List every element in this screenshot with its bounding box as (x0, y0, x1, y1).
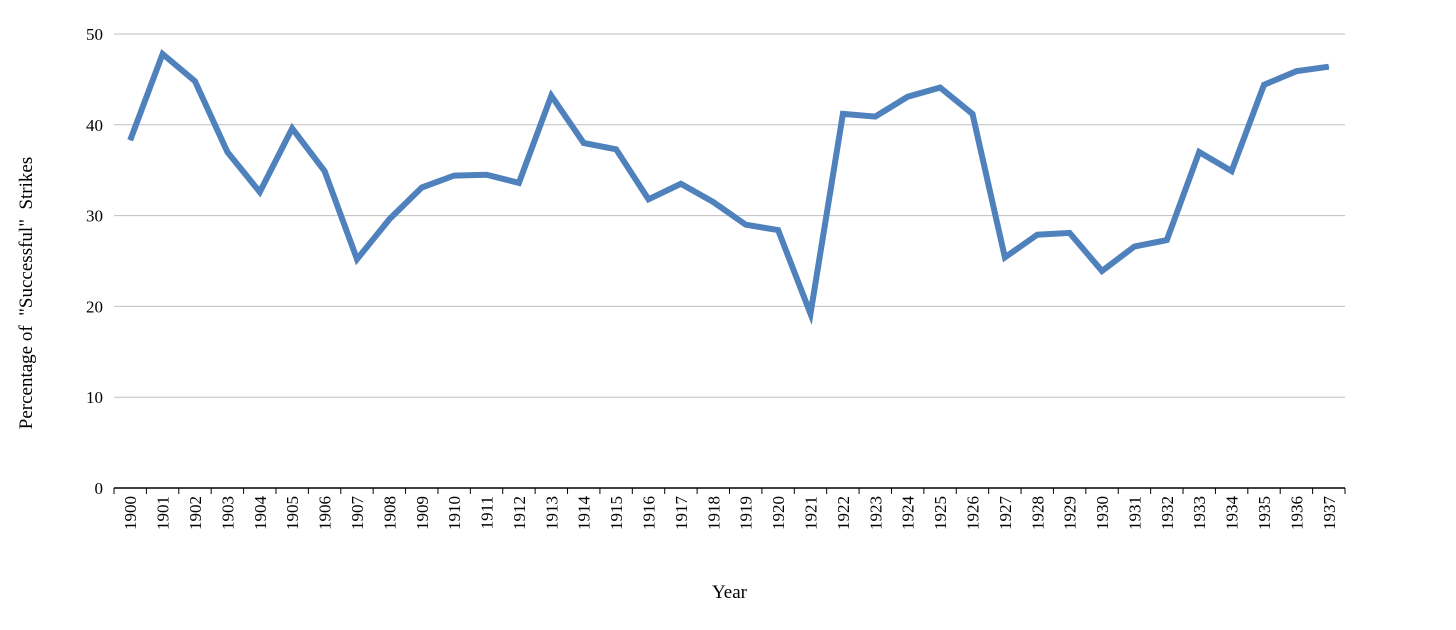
x-tick-label: 1934 (1223, 496, 1242, 531)
x-tick-label: 1920 (769, 496, 788, 530)
data-point (486, 174, 488, 176)
x-tick-label: 1906 (316, 496, 335, 530)
x-tick-label: 1918 (704, 496, 723, 530)
x-tick-label: 1922 (834, 496, 853, 530)
y-tick-label: 0 (95, 479, 104, 498)
data-point (971, 113, 973, 115)
x-tick-label: 1924 (899, 496, 918, 531)
data-point (1295, 70, 1297, 72)
x-tick-label: 1904 (251, 496, 270, 531)
x-tick-label: 1935 (1255, 496, 1274, 530)
x-tick-label: 1912 (510, 496, 529, 530)
y-tick-label: 50 (86, 25, 103, 44)
data-point (648, 198, 650, 200)
x-tick-label: 1928 (1028, 496, 1047, 530)
data-point (1328, 66, 1330, 68)
data-point (194, 80, 196, 82)
x-tick-label: 1937 (1320, 496, 1339, 531)
y-axis-tick-labels: 0 10 20 30 40 50 (86, 25, 103, 498)
data-point (1101, 270, 1103, 272)
x-tick-label: 1908 (380, 496, 399, 530)
data-point (680, 183, 682, 185)
x-tick-label: 1930 (1093, 496, 1112, 530)
data-point (615, 148, 617, 150)
data-point (259, 191, 261, 193)
x-tick-label: 1933 (1190, 496, 1209, 530)
x-tick-label: 1919 (737, 496, 756, 530)
x-tick-label: 1907 (348, 496, 367, 531)
x-tick-label: 1905 (283, 496, 302, 530)
data-point (842, 113, 844, 115)
data-point (1166, 239, 1168, 241)
data-point (453, 175, 455, 177)
data-point (745, 224, 747, 226)
x-tick-label: 1917 (672, 496, 691, 531)
data-point (1004, 256, 1006, 258)
data-point (129, 139, 131, 141)
x-tick-label: 1926 (963, 496, 982, 530)
data-point (1069, 232, 1071, 234)
series-layer (127, 48, 1330, 326)
x-tick-label: 1929 (1061, 496, 1080, 530)
y-tick-label: 30 (86, 207, 103, 226)
data-point (518, 182, 520, 184)
data-point (550, 95, 552, 97)
x-tick-label: 1909 (413, 496, 432, 530)
x-tick-label: 1927 (996, 495, 1015, 530)
x-tick-label: 1913 (542, 496, 561, 530)
x-tick-label: 1903 (218, 496, 237, 530)
data-point (226, 151, 228, 153)
data-point (907, 96, 909, 98)
x-tick-label: 1923 (866, 496, 885, 530)
data-point (291, 127, 293, 129)
x-tick-label: 1916 (640, 496, 659, 530)
x-tick-label: 1932 (1158, 496, 1177, 530)
x-tick-label: 1902 (186, 496, 205, 530)
y-axis-title: Percentage of "Successful" Strikes (16, 157, 37, 429)
data-point (1133, 245, 1135, 247)
x-axis-title: Year (712, 582, 748, 603)
data-point (1263, 84, 1265, 86)
data-point (1198, 151, 1200, 153)
data-point (874, 116, 876, 118)
data-point (583, 142, 585, 144)
data-point (388, 218, 390, 220)
data-point (777, 229, 779, 231)
x-tick-label: 1910 (445, 496, 464, 530)
x-tick-label: 1936 (1287, 496, 1306, 530)
x-tick-label: 1931 (1125, 496, 1144, 530)
x-tick-label: 1901 (154, 496, 173, 530)
data-point (162, 53, 164, 55)
x-tick-label: 1915 (607, 496, 626, 530)
x-tick-label: 1914 (575, 496, 594, 531)
x-tick-label: 1921 (801, 496, 820, 530)
data-point (712, 201, 714, 203)
data-point (324, 170, 326, 172)
data-point (809, 313, 811, 315)
y-tick-label: 20 (86, 297, 103, 316)
data-point (1036, 234, 1038, 236)
data-point (939, 87, 941, 89)
data-point (356, 258, 358, 260)
data-point (421, 186, 423, 188)
x-tick-label: 1900 (121, 496, 140, 530)
x-axis-ticks (113, 488, 1346, 494)
x-tick-label: 1925 (931, 496, 950, 530)
y-tick-label: 40 (86, 116, 103, 135)
x-tick-label: 1911 (478, 496, 497, 529)
x-axis-tick-labels: 1900 1901 1902 1903 1904 1905 1906 1907 1908 1909… (121, 495, 1339, 530)
data-point (1231, 170, 1233, 172)
y-tick-label: 10 (86, 388, 103, 407)
series-line (127, 48, 1330, 326)
